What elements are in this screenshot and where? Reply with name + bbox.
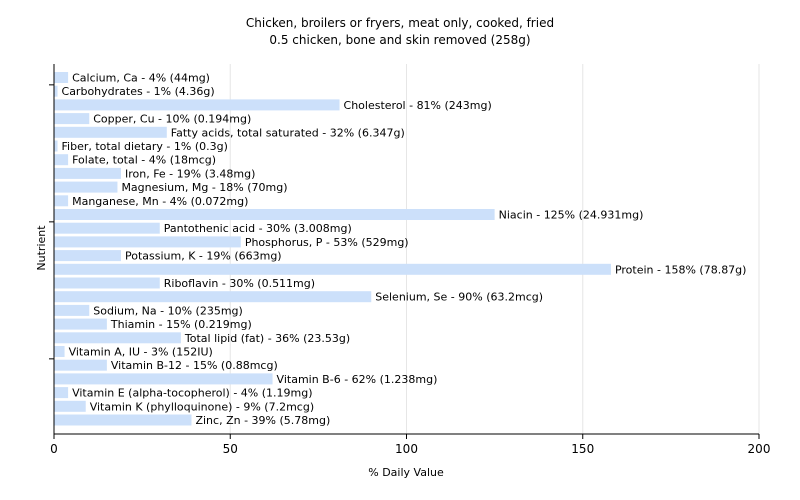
bar-label: Vitamin B-12 - 15% (0.88mcg) (111, 359, 278, 372)
bar (54, 181, 118, 193)
bar-label: Vitamin E (alpha-tocopherol) - 4% (1.19m… (72, 387, 312, 400)
bar (54, 346, 65, 357)
bar-label: Sodium, Na - 10% (235mg) (93, 304, 243, 317)
chart-title: Chicken, broilers or fryers, meat only, … (246, 16, 554, 30)
bar (54, 154, 69, 166)
bar-label: Selenium, Se - 90% (63.2mcg) (375, 291, 543, 304)
y-axis-label: Nutrient (35, 225, 48, 271)
bar-label: Vitamin A, IU - 3% (152IU) (69, 346, 213, 359)
bar-label: Protein - 158% (78.87g) (615, 263, 747, 276)
bar-label: Potassium, K - 19% (663mg) (125, 250, 282, 263)
x-axis-label: % Daily Value (368, 466, 444, 479)
x-tick-label: 100 (395, 442, 418, 456)
bar-label: Thiamin - 15% (0.219mg) (110, 318, 252, 331)
bar (54, 318, 107, 330)
bar (54, 304, 90, 316)
bar (54, 332, 181, 344)
bar (54, 277, 160, 289)
x-tick-label: 0 (50, 442, 58, 456)
bar-label: Magnesium, Mg - 18% (70mg) (121, 181, 287, 194)
bar (54, 99, 340, 111)
bar (54, 236, 241, 248)
x-tick-label: 150 (571, 442, 594, 456)
bar (54, 291, 372, 303)
bar-label: Fatty acids, total saturated - 32% (6.34… (171, 126, 405, 139)
x-tick-label: 200 (748, 442, 771, 456)
bar (54, 195, 69, 207)
bar-label: Cholesterol - 81% (243mg) (344, 99, 492, 112)
grid (229, 64, 760, 434)
bar (54, 263, 611, 275)
bar-label: Fiber, total dietary - 1% (0.3g) (62, 140, 228, 153)
chart-subtitle: 0.5 chicken, bone and skin removed (258g… (269, 33, 530, 47)
bar (54, 126, 167, 138)
bar-label: Total lipid (fat) - 36% (23.53g) (184, 332, 350, 345)
bar-label: Vitamin B-6 - 62% (1.238mg) (277, 373, 438, 386)
bar-label: Folate, total - 4% (18mcg) (72, 154, 216, 167)
bar-label: Pantothenic acid - 30% (3.008mg) (164, 222, 352, 235)
bar (54, 167, 121, 179)
bar (54, 387, 69, 399)
bars: Calcium, Ca - 4% (44mg)Carbohydrates - 1… (54, 72, 747, 427)
axes: 0 50 100 150 200 (49, 64, 770, 456)
bar (54, 113, 90, 125)
x-tick-label: 50 (223, 442, 238, 456)
bar (54, 72, 69, 83)
bar-label: Zinc, Zn - 39% (5.78mg) (195, 414, 330, 427)
bar-label: Calcium, Ca - 4% (44mg) (72, 72, 210, 85)
bar (54, 373, 273, 385)
bar-label: Vitamin K (phylloquinone) - 9% (7.2mcg) (90, 400, 314, 413)
bar (54, 85, 58, 97)
bar (54, 414, 192, 426)
bar (54, 209, 495, 220)
bar-label: Carbohydrates - 1% (4.36g) (62, 85, 215, 98)
bar-label: Niacin - 125% (24.931mg) (499, 209, 644, 222)
bar-label: Copper, Cu - 10% (0.194mg) (93, 113, 251, 126)
bar-label: Phosphorus, P - 53% (529mg) (245, 236, 409, 249)
bar-label: Manganese, Mn - 4% (0.072mg) (72, 195, 248, 208)
bar-label: Iron, Fe - 19% (3.48mg) (125, 167, 255, 180)
bar (54, 222, 160, 234)
bar-label: Riboflavin - 30% (0.511mg) (164, 277, 315, 290)
bar (54, 250, 121, 262)
bar (54, 140, 58, 152)
bar (54, 359, 107, 371)
bar (54, 400, 86, 412)
